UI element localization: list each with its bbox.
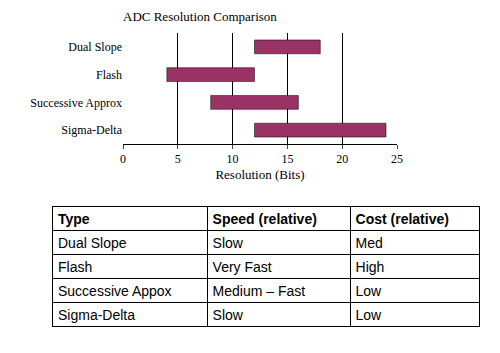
svg-text:Dual Slope: Dual Slope <box>68 40 122 54</box>
html-text:Slow: Slow <box>212 306 243 323</box>
svg-text:5: 5 <box>175 152 181 166</box>
svg-text:ADC Resolution Comparison: ADC Resolution Comparison <box>123 9 277 24</box>
svg-text:Resolution (Bits): Resolution (Bits) <box>215 167 304 182</box>
svg-text:10: 10 <box>227 152 239 166</box>
html-text:Successive Appox: Successive Appox <box>58 282 172 299</box>
html-text:Dual Slope: Dual Slope <box>58 234 127 251</box>
html-text:Med: Med <box>355 234 383 251</box>
html-text:Medium – Fast: Medium – Fast <box>212 282 306 299</box>
html-text:Flash: Flash <box>58 258 93 275</box>
svg-text:Flash: Flash <box>96 68 122 82</box>
svg-text:Successive Approx: Successive Approx <box>30 96 122 110</box>
html-text:High: High <box>355 258 385 275</box>
svg-text:15: 15 <box>281 152 293 166</box>
html-text:Low: Low <box>355 306 382 323</box>
html-text:Cost (relative): Cost (relative) <box>355 210 449 227</box>
svg-text:25: 25 <box>391 152 403 166</box>
html-text:Type: Type <box>58 210 90 227</box>
html-text:Sigma-Delta: Sigma-Delta <box>58 306 135 323</box>
html-text:Speed (relative): Speed (relative) <box>212 210 317 227</box>
svg-text:0: 0 <box>120 152 126 166</box>
html-text:Slow: Slow <box>212 234 243 251</box>
svg-text:Sigma-Delta: Sigma-Delta <box>61 123 122 137</box>
html-text:Low: Low <box>355 282 382 299</box>
html-text:Very Fast: Very Fast <box>212 258 272 275</box>
svg-text:20: 20 <box>336 152 348 166</box>
